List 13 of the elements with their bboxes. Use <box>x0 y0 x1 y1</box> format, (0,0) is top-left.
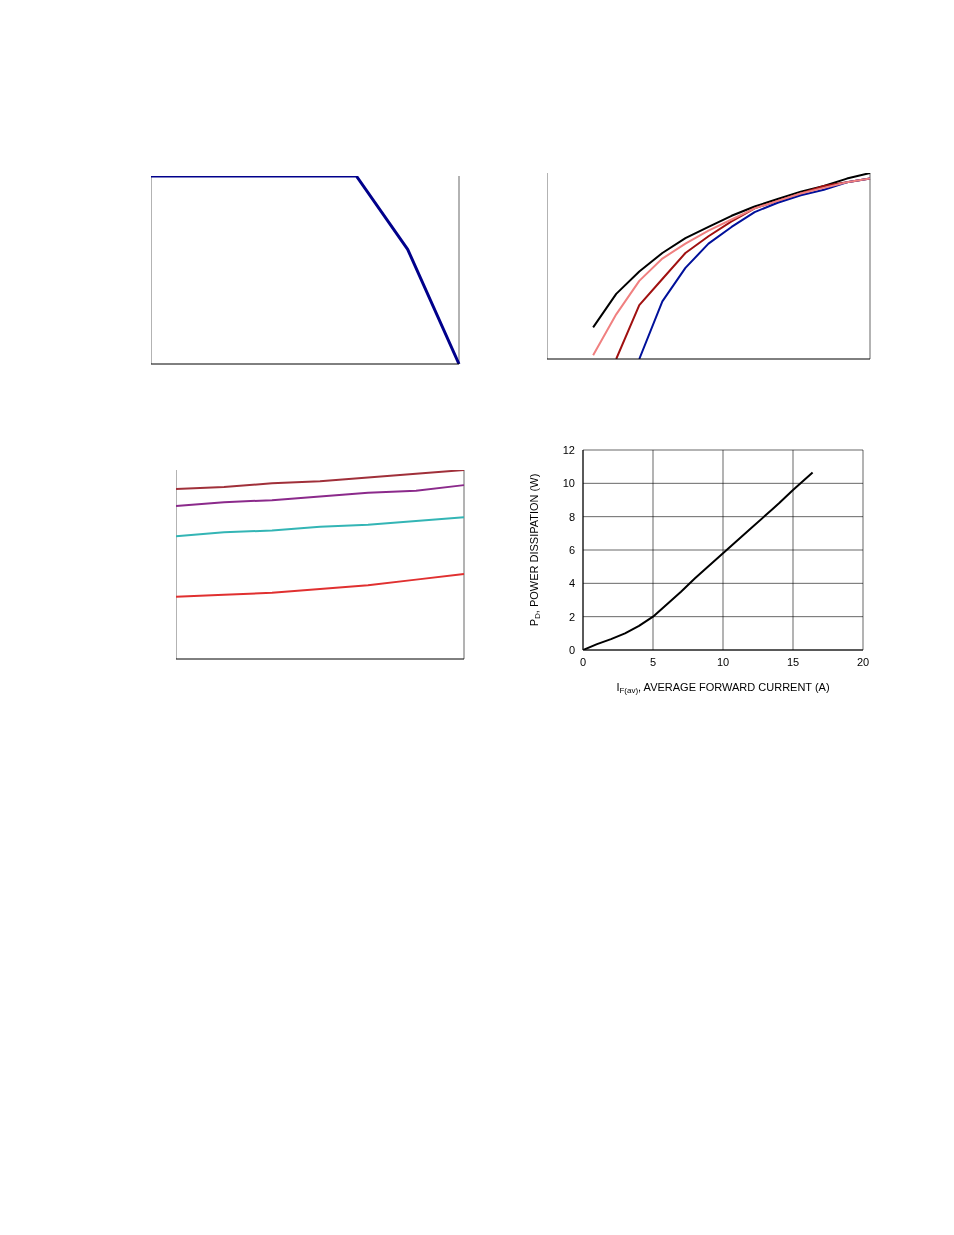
x-tick-label: 5 <box>649 655 657 668</box>
y-tick-label: 4 <box>568 577 575 590</box>
y-tick-label: 6 <box>568 543 575 556</box>
x-tick-label: 20 <box>856 655 870 668</box>
x-tick-label: 0 <box>579 655 587 668</box>
y-tick-label: 8 <box>568 510 575 523</box>
y-tick-label: 2 <box>568 610 575 623</box>
x-tick-label: 10 <box>716 655 730 668</box>
y-tick-label: 12 <box>562 443 575 456</box>
x-axis-title: I$_{F(av)}$, AVERAGE FORWARD CURRENT (A) <box>616 681 830 695</box>
y-tick-label: 0 <box>568 643 575 656</box>
x-tick-label: 15 <box>786 655 800 668</box>
y-tick-label: 10 <box>562 477 575 490</box>
